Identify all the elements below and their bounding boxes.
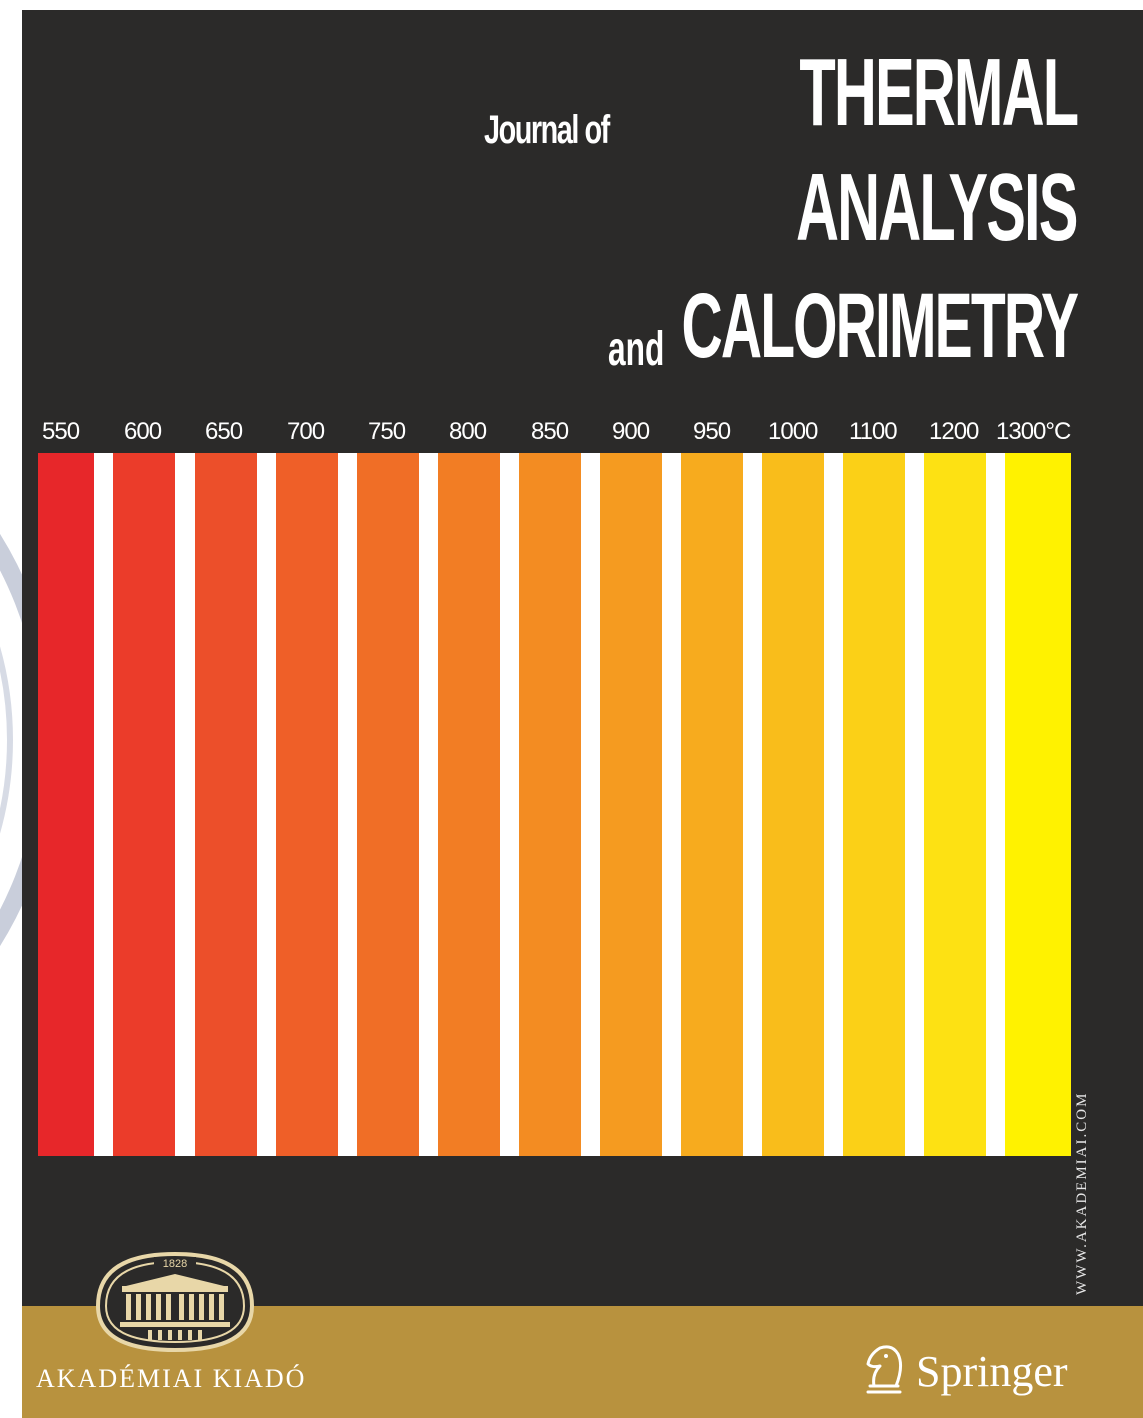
website-text: WWW.AKADEMIAI.COM xyxy=(1074,1091,1090,1295)
temp-label: 1300°C xyxy=(996,418,1071,445)
temp-label: 750 xyxy=(368,418,406,445)
color-strip xyxy=(1005,453,1071,1156)
logo-year: 1828 xyxy=(163,1258,187,1270)
title-journal-of: Journal of xyxy=(484,108,610,152)
title-thermal: THERMAL xyxy=(799,39,1079,146)
temp-label: 1200 xyxy=(929,418,979,445)
temp-label: 900 xyxy=(612,418,650,445)
color-strip xyxy=(438,453,500,1156)
temp-label: 1000 xyxy=(768,418,818,445)
temp-label: 600 xyxy=(124,418,162,445)
color-strip xyxy=(924,453,986,1156)
title-analysis: ANALYSIS xyxy=(796,154,1078,261)
color-strip xyxy=(195,453,257,1156)
springer-name: Springer xyxy=(916,1347,1068,1396)
color-strip xyxy=(762,453,824,1156)
journal-cover: Journal of THERMAL ANALYSIS and CALORIME… xyxy=(22,10,1143,1418)
color-strip xyxy=(600,453,662,1156)
color-strip xyxy=(357,453,419,1156)
color-strip xyxy=(113,453,175,1156)
temp-label: 550 xyxy=(42,418,80,445)
journal-title: Journal of THERMAL ANALYSIS and CALORIME… xyxy=(22,10,1143,410)
title-calorimetry: CALORIMETRY xyxy=(681,275,1079,377)
chess-knight-icon xyxy=(866,1345,903,1394)
temp-label: 650 xyxy=(205,418,243,445)
temp-label: 950 xyxy=(693,418,731,445)
title-and: and xyxy=(608,323,665,376)
temp-label: 700 xyxy=(287,418,325,445)
temp-label: 800 xyxy=(449,418,487,445)
color-strip xyxy=(38,453,94,1156)
color-strip xyxy=(519,453,581,1156)
temp-label: 850 xyxy=(531,418,569,445)
color-strip-area xyxy=(38,453,1071,1156)
building-seal-icon: 1828 xyxy=(90,1246,260,1356)
color-strip xyxy=(276,453,338,1156)
color-strip xyxy=(843,453,905,1156)
color-strip xyxy=(681,453,743,1156)
akademiai-kiado-name: AKADÉMIAI KIADÓ xyxy=(36,1364,307,1393)
temp-label: 1100 xyxy=(849,418,898,445)
website-url: WWW.AKADEMIAI.COM xyxy=(1074,1025,1114,1295)
